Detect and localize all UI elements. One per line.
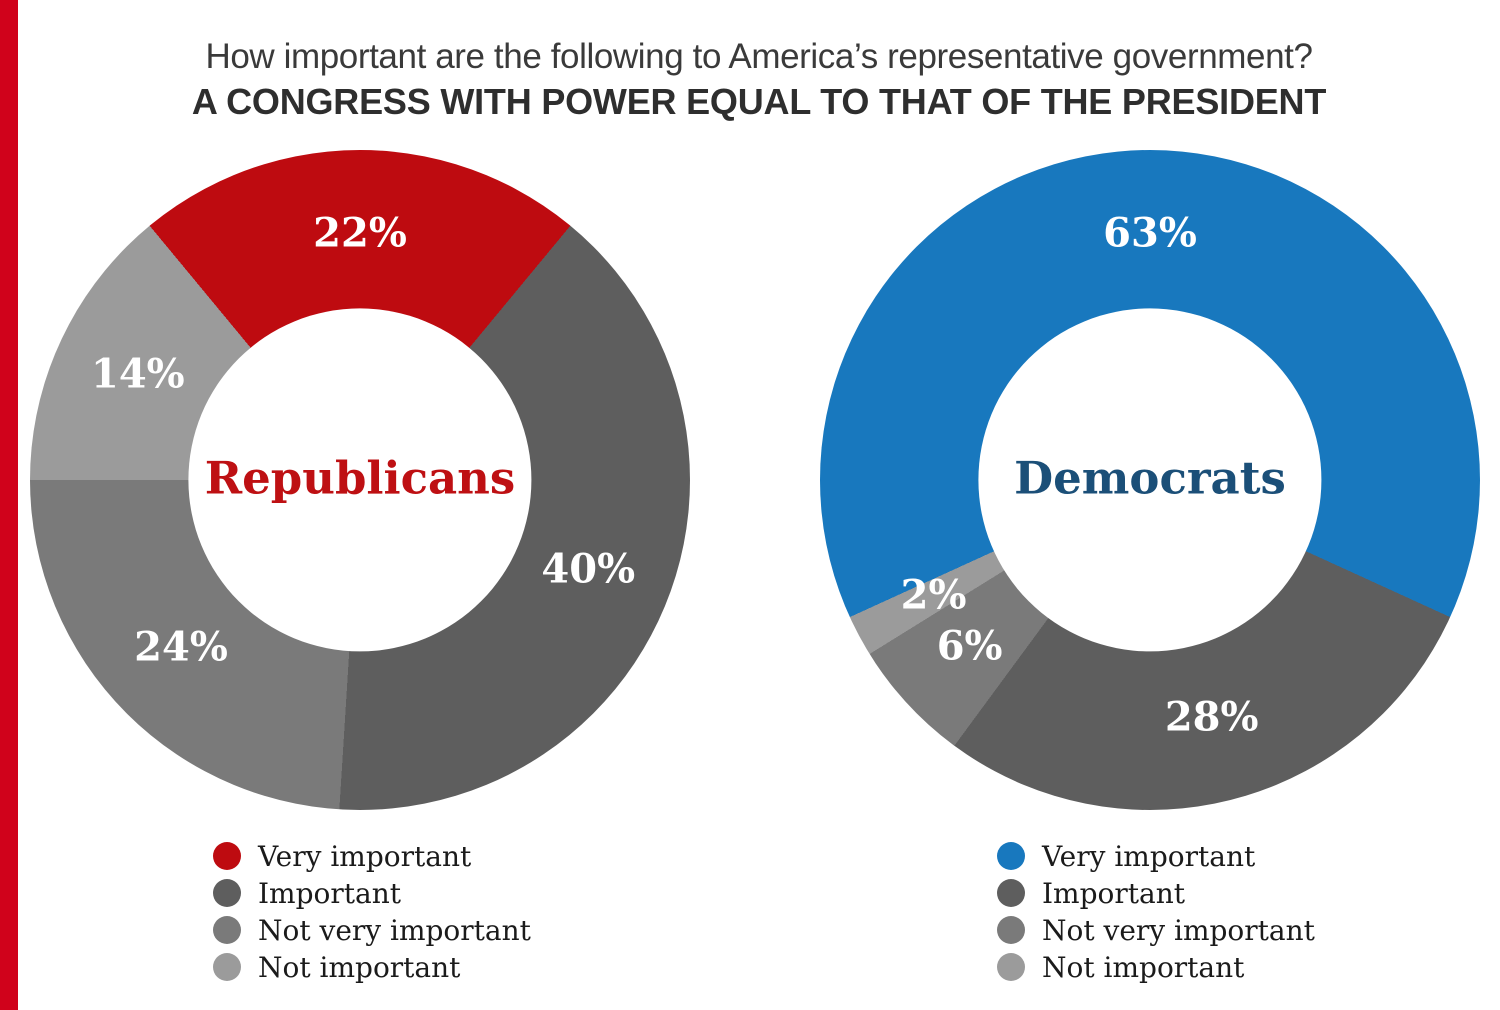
- legend-item: Not very important: [213, 911, 531, 948]
- legend-swatch-important: [997, 878, 1025, 907]
- legend-swatch-not-very-important: [997, 915, 1025, 944]
- slice-label-very-important: 63%: [1103, 210, 1197, 258]
- donut-ring: Republicans 22% 40% 24% 14%: [30, 150, 690, 810]
- legend-swatch-important: [213, 878, 241, 907]
- question-line: How important are the following to Ameri…: [205, 37, 1313, 76]
- slice-label-not-important: 2%: [900, 571, 967, 619]
- legend-label: Not very important: [1042, 913, 1315, 947]
- legend-swatch-not-important: [213, 952, 241, 981]
- legend-item: Very important: [997, 837, 1315, 874]
- legend-item: Important: [997, 874, 1315, 911]
- chart-center-label: Republicans: [204, 451, 516, 505]
- left-accent-bar: [0, 0, 18, 1010]
- chart-center-label: Democrats: [1014, 451, 1286, 505]
- legend-item: Very important: [213, 837, 531, 874]
- donut-chart-republicans: Republicans 22% 40% 24% 14% Very importa…: [30, 150, 690, 1010]
- slice-label-not-very-important: 6%: [936, 622, 1003, 670]
- subtitle-line: A CONGRESS WITH POWER EQUAL TO THAT OF T…: [191, 81, 1327, 122]
- chart-legend: Very important Important Not very import…: [213, 837, 531, 985]
- legend-label: Very important: [1042, 839, 1256, 873]
- legend-item: Important: [213, 874, 531, 911]
- slice-label-very-important: 22%: [313, 210, 407, 258]
- slice-label-important: 40%: [541, 545, 636, 593]
- legend-label: Not important: [258, 950, 461, 984]
- legend-label: Important: [258, 876, 402, 910]
- legend-item: Not important: [213, 948, 531, 985]
- chart-header: How important are the following to Ameri…: [18, 34, 1500, 125]
- legend-swatch-not-important: [997, 952, 1025, 981]
- donut-ring: Democrats 63% 28% 6% 2%: [820, 150, 1480, 810]
- legend-swatch-very-important: [997, 841, 1025, 870]
- legend-label: Important: [1042, 876, 1186, 910]
- legend-label: Not important: [1042, 950, 1245, 984]
- legend-item: Not important: [997, 948, 1315, 985]
- slice-label-not-very-important: 24%: [134, 623, 228, 671]
- legend-label: Very important: [258, 839, 472, 873]
- legend-swatch-not-very-important: [213, 915, 241, 944]
- legend-item: Not very important: [997, 911, 1315, 948]
- chart-legend: Very important Important Not very import…: [997, 837, 1315, 985]
- slice-label-not-important: 14%: [91, 351, 185, 399]
- legend-swatch-very-important: [213, 841, 241, 870]
- slice-label-important: 28%: [1164, 693, 1259, 741]
- donut-hole: [188, 308, 532, 652]
- donut-chart-democrats: Democrats 63% 28% 6% 2% Very important I…: [820, 150, 1480, 1010]
- donut-hole: [978, 308, 1322, 652]
- legend-label: Not very important: [258, 913, 531, 947]
